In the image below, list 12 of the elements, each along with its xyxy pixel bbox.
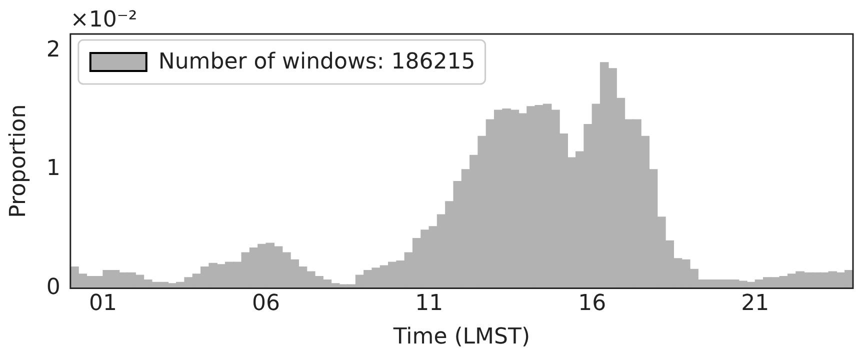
y-axis-title: Proportion [6,104,31,218]
text: ×10⁻² [70,8,138,33]
x-tick-label: 21 [741,291,770,316]
y-tick-label: 0 [46,274,60,300]
x-tick-label: 06 [252,291,280,316]
x-axis-title: Time (LMST) [392,324,530,350]
x-tick-label: 11 [415,291,444,316]
legend-label: Number of windows: 186215 [158,50,476,75]
x-tick-label: 16 [578,291,606,316]
y-tick-label: 2 [46,37,60,62]
y-tick-label: 1 [46,156,60,182]
x-tick-label: 01 [89,291,118,316]
